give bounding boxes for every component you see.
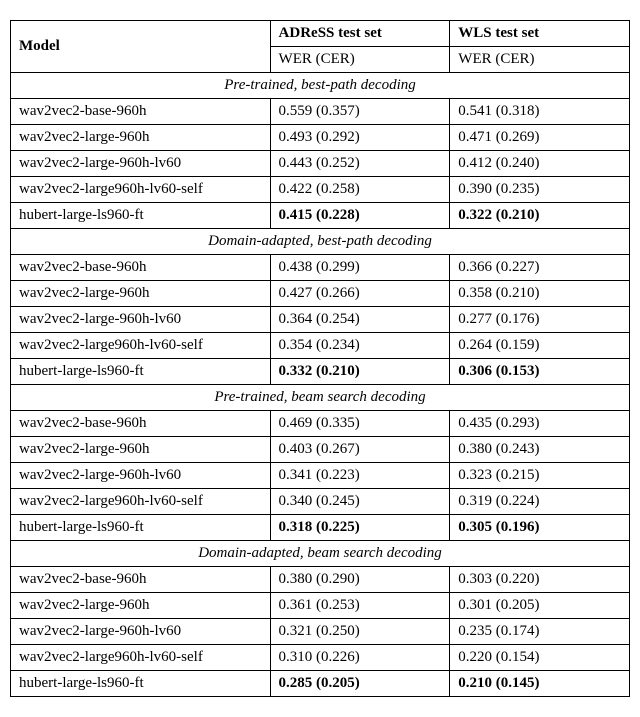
table-row: wav2vec2-large-960h0.361 (0.253)0.301 (0…	[11, 593, 630, 619]
cell-model: hubert-large-ls960-ft	[11, 515, 271, 541]
table-row: wav2vec2-large960h-lv60-self0.310 (0.226…	[11, 645, 630, 671]
cell-adress: 0.438 (0.299)	[270, 255, 450, 281]
table-row: wav2vec2-large-960h-lv600.443 (0.252)0.4…	[11, 151, 630, 177]
cell-wls: 0.412 (0.240)	[450, 151, 630, 177]
cell-adress: 0.318 (0.225)	[270, 515, 450, 541]
cell-model: hubert-large-ls960-ft	[11, 359, 271, 385]
section-header-row: Pre-trained, beam search decoding	[11, 385, 630, 411]
cell-model: wav2vec2-base-960h	[11, 411, 271, 437]
table-row: hubert-large-ls960-ft0.285 (0.205)0.210 …	[11, 671, 630, 697]
cell-wls: 0.471 (0.269)	[450, 125, 630, 151]
cell-model: wav2vec2-large-960h	[11, 593, 271, 619]
section-title: Domain-adapted, beam search decoding	[11, 541, 630, 567]
cell-adress: 0.422 (0.258)	[270, 177, 450, 203]
cell-wls: 0.390 (0.235)	[450, 177, 630, 203]
cell-adress: 0.427 (0.266)	[270, 281, 450, 307]
cell-model: wav2vec2-large-960h	[11, 125, 271, 151]
table-row: wav2vec2-base-960h0.469 (0.335)0.435 (0.…	[11, 411, 630, 437]
cell-adress: 0.380 (0.290)	[270, 567, 450, 593]
section-header-row: Pre-trained, best-path decoding	[11, 73, 630, 99]
cell-adress: 0.443 (0.252)	[270, 151, 450, 177]
cell-wls: 0.210 (0.145)	[450, 671, 630, 697]
cell-model: wav2vec2-large-960h	[11, 437, 271, 463]
cell-model: hubert-large-ls960-ft	[11, 203, 271, 229]
cell-wls: 0.235 (0.174)	[450, 619, 630, 645]
table-row: wav2vec2-base-960h0.380 (0.290)0.303 (0.…	[11, 567, 630, 593]
cell-wls: 0.306 (0.153)	[450, 359, 630, 385]
header-adress: ADReSS test set	[270, 21, 450, 47]
cell-model: wav2vec2-base-960h	[11, 255, 271, 281]
cell-model: wav2vec2-large-960h-lv60	[11, 619, 271, 645]
cell-model: hubert-large-ls960-ft	[11, 671, 271, 697]
table-row: wav2vec2-large-960h-lv600.341 (0.223)0.3…	[11, 463, 630, 489]
table-row: wav2vec2-large960h-lv60-self0.422 (0.258…	[11, 177, 630, 203]
cell-wls: 0.323 (0.215)	[450, 463, 630, 489]
cell-model: wav2vec2-base-960h	[11, 567, 271, 593]
cell-wls: 0.305 (0.196)	[450, 515, 630, 541]
header-wer-cer-wls: WER (CER)	[450, 47, 630, 73]
cell-model: wav2vec2-large960h-lv60-self	[11, 645, 271, 671]
cell-wls: 0.277 (0.176)	[450, 307, 630, 333]
cell-adress: 0.361 (0.253)	[270, 593, 450, 619]
cell-adress: 0.310 (0.226)	[270, 645, 450, 671]
cell-wls: 0.322 (0.210)	[450, 203, 630, 229]
cell-wls: 0.366 (0.227)	[450, 255, 630, 281]
cell-adress: 0.403 (0.267)	[270, 437, 450, 463]
section-header-row: Domain-adapted, best-path decoding	[11, 229, 630, 255]
results-table: Model ADReSS test set WLS test set WER (…	[10, 20, 630, 697]
table-row: hubert-large-ls960-ft0.332 (0.210)0.306 …	[11, 359, 630, 385]
cell-wls: 0.541 (0.318)	[450, 99, 630, 125]
cell-adress: 0.340 (0.245)	[270, 489, 450, 515]
table-row: wav2vec2-large-960h0.493 (0.292)0.471 (0…	[11, 125, 630, 151]
cell-model: wav2vec2-large960h-lv60-self	[11, 489, 271, 515]
section-header-row: Domain-adapted, beam search decoding	[11, 541, 630, 567]
cell-wls: 0.358 (0.210)	[450, 281, 630, 307]
table-row: wav2vec2-large960h-lv60-self0.340 (0.245…	[11, 489, 630, 515]
cell-adress: 0.493 (0.292)	[270, 125, 450, 151]
cell-model: wav2vec2-large960h-lv60-self	[11, 177, 271, 203]
table-row: wav2vec2-large-960h0.403 (0.267)0.380 (0…	[11, 437, 630, 463]
cell-wls: 0.303 (0.220)	[450, 567, 630, 593]
cell-model: wav2vec2-large-960h-lv60	[11, 463, 271, 489]
cell-adress: 0.559 (0.357)	[270, 99, 450, 125]
cell-adress: 0.341 (0.223)	[270, 463, 450, 489]
table-row: wav2vec2-large-960h-lv600.321 (0.250)0.2…	[11, 619, 630, 645]
cell-model: wav2vec2-large-960h	[11, 281, 271, 307]
cell-model: wav2vec2-large960h-lv60-self	[11, 333, 271, 359]
section-title: Domain-adapted, best-path decoding	[11, 229, 630, 255]
table-row: hubert-large-ls960-ft0.415 (0.228)0.322 …	[11, 203, 630, 229]
table-row: wav2vec2-large-960h-lv600.364 (0.254)0.2…	[11, 307, 630, 333]
cell-wls: 0.301 (0.205)	[450, 593, 630, 619]
cell-adress: 0.321 (0.250)	[270, 619, 450, 645]
table-row: wav2vec2-base-960h0.438 (0.299)0.366 (0.…	[11, 255, 630, 281]
cell-wls: 0.264 (0.159)	[450, 333, 630, 359]
cell-model: wav2vec2-base-960h	[11, 99, 271, 125]
header-row-1: Model ADReSS test set WLS test set	[11, 21, 630, 47]
header-wls: WLS test set	[450, 21, 630, 47]
cell-adress: 0.285 (0.205)	[270, 671, 450, 697]
section-title: Pre-trained, beam search decoding	[11, 385, 630, 411]
table-row: wav2vec2-large960h-lv60-self0.354 (0.234…	[11, 333, 630, 359]
cell-adress: 0.415 (0.228)	[270, 203, 450, 229]
table-row: wav2vec2-large-960h0.427 (0.266)0.358 (0…	[11, 281, 630, 307]
cell-wls: 0.220 (0.154)	[450, 645, 630, 671]
cell-wls: 0.435 (0.293)	[450, 411, 630, 437]
header-model: Model	[11, 21, 271, 73]
cell-adress: 0.364 (0.254)	[270, 307, 450, 333]
header-wer-cer-adress: WER (CER)	[270, 47, 450, 73]
cell-wls: 0.380 (0.243)	[450, 437, 630, 463]
section-title: Pre-trained, best-path decoding	[11, 73, 630, 99]
table-row: hubert-large-ls960-ft0.318 (0.225)0.305 …	[11, 515, 630, 541]
cell-model: wav2vec2-large-960h-lv60	[11, 151, 271, 177]
cell-wls: 0.319 (0.224)	[450, 489, 630, 515]
table-row: wav2vec2-base-960h0.559 (0.357)0.541 (0.…	[11, 99, 630, 125]
cell-model: wav2vec2-large-960h-lv60	[11, 307, 271, 333]
cell-adress: 0.354 (0.234)	[270, 333, 450, 359]
cell-adress: 0.332 (0.210)	[270, 359, 450, 385]
cell-adress: 0.469 (0.335)	[270, 411, 450, 437]
